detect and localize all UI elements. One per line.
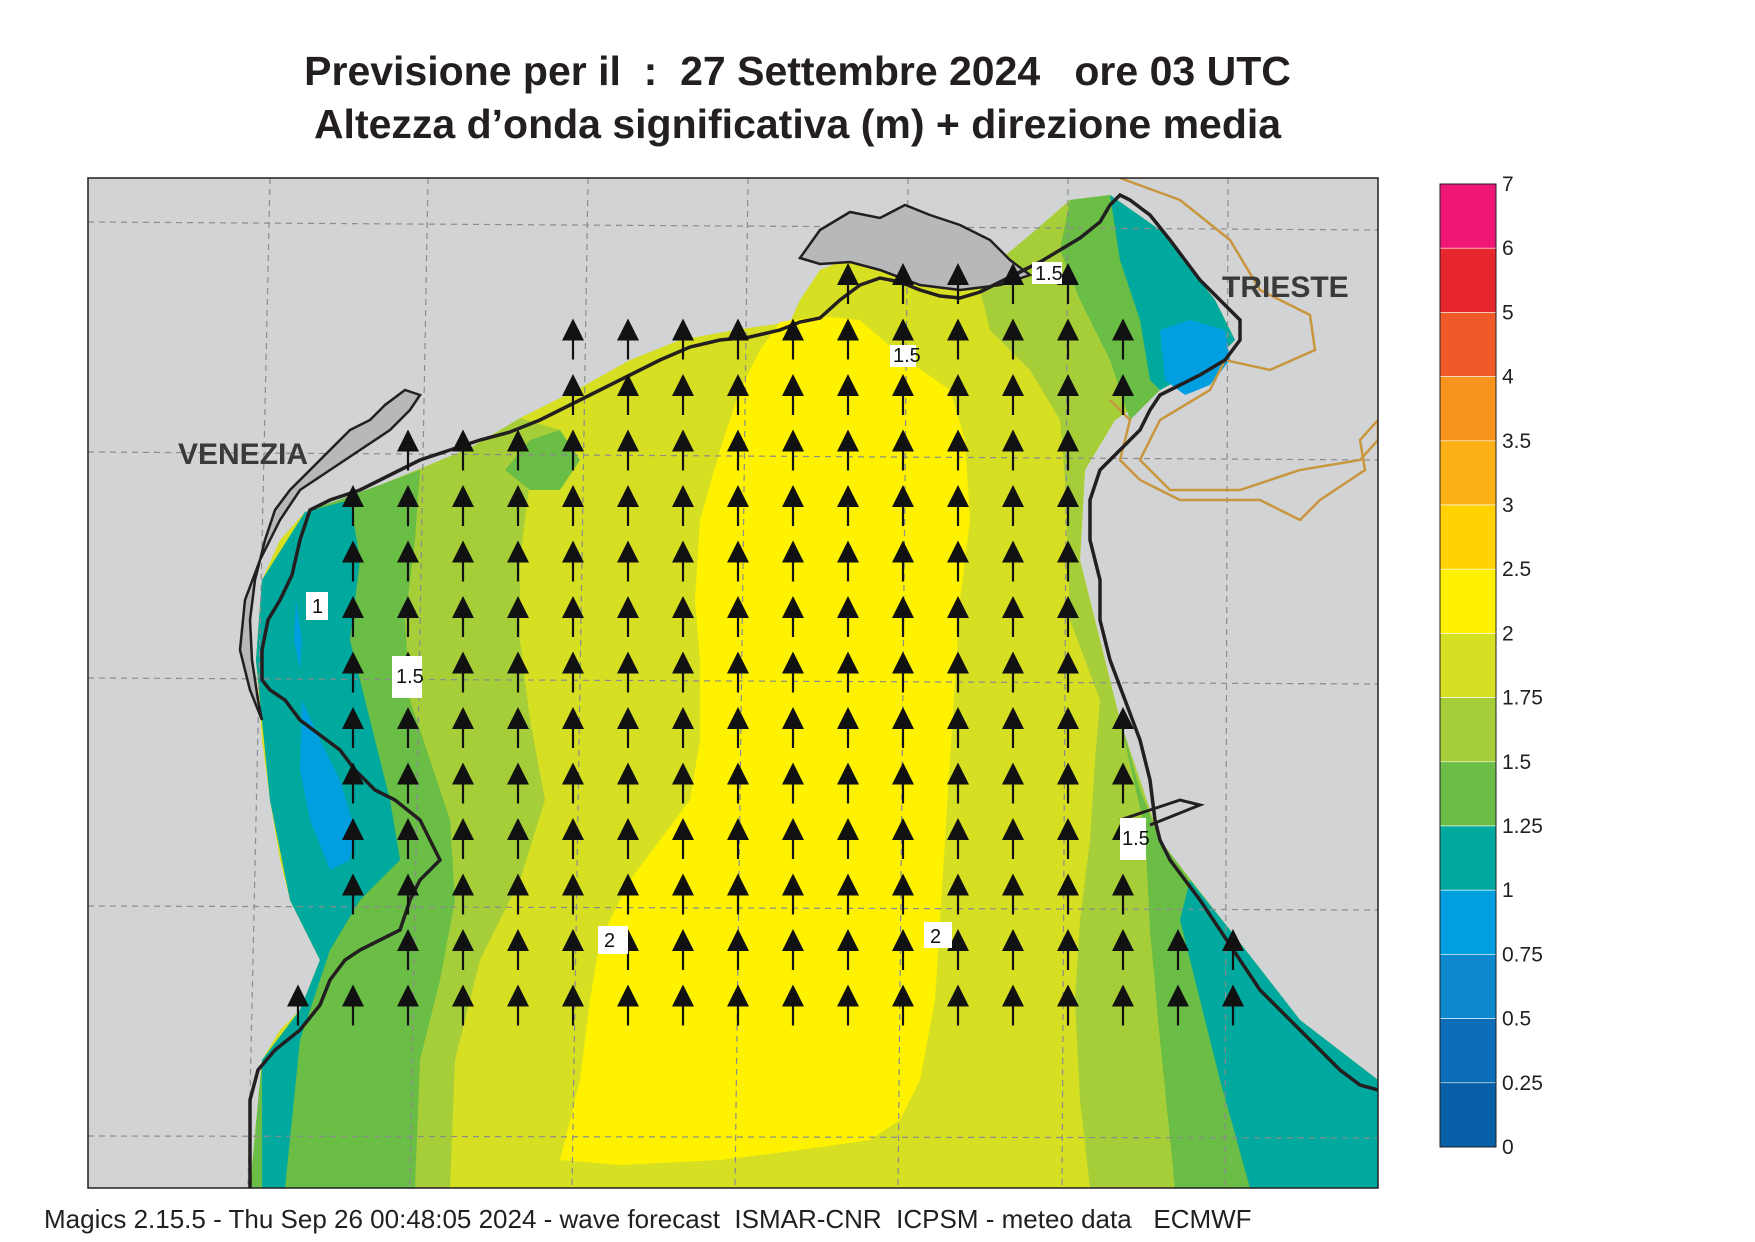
colorbar-swatch	[1439, 440, 1497, 506]
national-border	[1109, 178, 1378, 522]
colorbar-swatch	[1439, 761, 1497, 827]
colorbar-swatch	[1439, 697, 1497, 763]
sea-band-2.0-core	[560, 316, 970, 1165]
colorbar-label: 0.5	[1502, 1008, 1531, 1031]
venice-lagoon	[238, 388, 422, 721]
colorbar-swatch	[1439, 889, 1497, 955]
colorbar-label: 1.5	[1502, 751, 1531, 774]
colorbar-label: 1.25	[1502, 815, 1543, 838]
colorbar-frame	[1439, 183, 1497, 1148]
svg-text:1: 1	[312, 596, 323, 618]
wave-direction-arrows	[287, 263, 1244, 1026]
colorbar-label: 2	[1502, 622, 1514, 645]
colorbar-label: 2.5	[1502, 558, 1531, 581]
contour-label-1.5-north: 1.5	[1032, 262, 1063, 285]
coastline-istria-notch	[1119, 798, 1205, 827]
colorbar-swatch	[1439, 376, 1497, 442]
sea-band-1.0-east	[1180, 880, 1378, 1188]
colorbar-swatch	[1439, 825, 1497, 891]
svg-text:2: 2	[604, 930, 615, 952]
sea-band-0.75-west2	[294, 600, 302, 670]
sea-band-1.25-north	[505, 430, 580, 490]
city-label-venezia: VENEZIA	[178, 438, 308, 471]
contour-label-1: 1	[306, 592, 328, 620]
colorbar-label: 1	[1502, 879, 1514, 902]
svg-text:1.5: 1.5	[1122, 828, 1150, 850]
colorbar-label: 0	[1502, 1136, 1514, 1159]
colorbar-label: 3.5	[1502, 430, 1531, 453]
colorbar-label: 1.75	[1502, 687, 1543, 710]
colorbar-swatch	[1439, 247, 1497, 313]
grado-lagoon	[797, 203, 1033, 292]
colorbar: 7 6 5 4 3.5 3 2.5 2 1.75 1.5 1.25 1 0.75 0.5 0.25 0	[1439, 173, 1543, 1159]
colorbar-swatch	[1439, 1018, 1497, 1084]
sea-band-0.75-west	[300, 700, 355, 870]
contour-label-1.5-west: 1.5	[392, 656, 424, 698]
map-footer: Magics 2.15.5 - Thu Sep 26 00:48:05 2024…	[44, 1204, 1252, 1234]
colorbar-label: 4	[1502, 366, 1514, 389]
colorbar-label: 0.75	[1502, 943, 1543, 966]
colorbar-label: 3	[1502, 494, 1514, 517]
colorbar-label: 7	[1502, 173, 1514, 196]
colorbar-swatch	[1439, 312, 1497, 377]
colorbar-swatch	[1439, 183, 1497, 249]
contour-label-1.5-top: 1.5	[890, 345, 921, 367]
contour-label-2-east: 2	[924, 922, 952, 948]
colorbar-label: 5	[1502, 301, 1514, 324]
colorbar-swatch	[1439, 504, 1497, 570]
sea-band-1.5-east	[980, 195, 1378, 1188]
colorbar-swatch	[1439, 1082, 1497, 1148]
svg-text:1.5: 1.5	[893, 345, 921, 367]
colorbar-label: 6	[1502, 237, 1514, 260]
map-title-line1: Previsione per il : 27 Settembre 2024 or…	[304, 48, 1291, 94]
contour-label-2-west: 2	[598, 926, 628, 954]
sea-band-0.75-ne	[1160, 320, 1230, 395]
contour-label-1.5-east: 1.5	[1120, 818, 1150, 860]
colorbar-label: 0.25	[1502, 1072, 1543, 1095]
colorbar-swatch	[1439, 568, 1497, 634]
city-label-trieste: TRIESTE	[1222, 271, 1349, 304]
map-frame	[87, 177, 1379, 1189]
colorbar-swatch	[1439, 633, 1497, 698]
svg-text:1.5: 1.5	[1035, 263, 1063, 285]
svg-text:2: 2	[930, 926, 941, 948]
map-title-line2: Altezza d’onda significativa (m) + direz…	[313, 101, 1282, 147]
colorbar-swatch	[1439, 954, 1497, 1019]
coastline-west	[248, 192, 1378, 1188]
svg-text:1.5: 1.5	[396, 666, 424, 688]
